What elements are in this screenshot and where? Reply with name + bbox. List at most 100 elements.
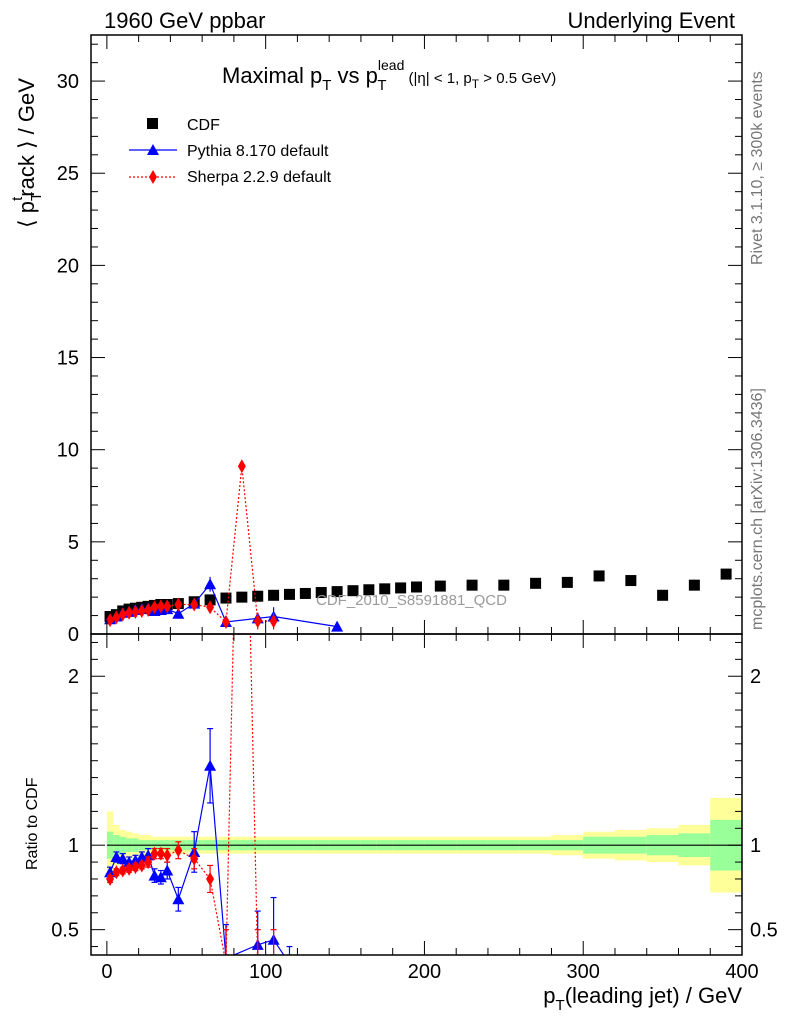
- cdf-main-point: [688, 579, 700, 591]
- main-ytick-label: 0: [68, 624, 79, 646]
- legend-label-pythia: Pythia 8.170 default: [187, 143, 329, 160]
- sherpa-main-point: [125, 605, 134, 620]
- sherpa-ratio-point: [144, 855, 153, 870]
- cdf-main-point: [395, 582, 407, 594]
- cdf-main-point: [434, 580, 446, 592]
- header-right: Underlying Event: [567, 8, 735, 33]
- legend-marker-sherpa: [149, 170, 157, 184]
- xlabel-sub: T: [556, 997, 565, 1014]
- sherpa-main-point: [206, 600, 215, 615]
- title-mid: vs p: [331, 63, 377, 88]
- cdf-main-point: [315, 587, 327, 599]
- xlabel: pT(leading jet) / GeV: [543, 983, 742, 1014]
- pythia-main-point: [172, 607, 185, 619]
- title-prefix: Maximal p: [222, 63, 322, 88]
- sherpa-ratio-point: [131, 860, 140, 875]
- pythia-ratio-point: [172, 893, 185, 905]
- pythia-ratio-point: [116, 852, 129, 864]
- xtick-label: 300: [567, 961, 600, 983]
- legend-label-sherpa: Sherpa 2.2.9 default: [187, 169, 332, 186]
- sherpa-main-point: [150, 600, 159, 615]
- main-ytick-label: 5: [68, 532, 79, 554]
- ratio-ylabel: Ratio to CDF: [24, 777, 41, 870]
- analysis-label: CDF_2010_S8591881_QCD: [316, 592, 507, 609]
- pythia-ratio-point: [154, 871, 167, 883]
- pythia-main-point: [204, 578, 217, 590]
- legend-marker-cdf: [147, 118, 158, 129]
- sherpa-ratio-point: [206, 871, 215, 886]
- ylabel-sup: t: [9, 196, 26, 201]
- sherpa-main-point: [112, 610, 121, 625]
- sherpa-ratio-point: [190, 851, 199, 866]
- legend: CDF Pythia 8.170 default Sherpa 2.2.9 de…: [129, 117, 332, 186]
- sherpa-main-point: [137, 603, 146, 618]
- title-cut-a: (|η| < 1, p: [409, 70, 472, 87]
- sherpa-main-point: [174, 597, 183, 612]
- sherpa-ratio-point: [118, 863, 127, 878]
- title-sub2: T: [377, 77, 386, 94]
- sherpa-main-point: [118, 607, 127, 622]
- main-ylabel: ⟨ pTtrack ⟩ / GeV: [9, 78, 45, 228]
- sherpa-main-point: [269, 614, 278, 629]
- xtick-label: 0: [101, 961, 112, 983]
- ratio-ytick-label-left: 0.5: [51, 920, 79, 942]
- cdf-main-point: [657, 589, 669, 601]
- cdf-main-point: [220, 592, 232, 604]
- cdf-main-point: [411, 581, 422, 593]
- cdf-main-point: [466, 579, 478, 591]
- ylabel-sub: T: [28, 192, 45, 201]
- cdf-main-point: [236, 591, 248, 603]
- sherpa-ratio-point: [150, 846, 159, 861]
- cdf-main-point: [252, 590, 264, 602]
- ratio-ytick-label-right: 1: [750, 835, 761, 857]
- main-ytick-label: 20: [57, 255, 79, 277]
- ratio-frame: [90, 633, 743, 956]
- pythia-ratio-point: [104, 866, 117, 878]
- sherpa-main-point: [221, 615, 230, 630]
- mcplots-label: mcplots.cern.ch [arXiv:1306.3436]: [749, 388, 766, 630]
- sherpa-ratio-point: [106, 871, 115, 886]
- cdf-main-point: [593, 570, 605, 582]
- sherpa-main-point: [156, 599, 165, 614]
- xlabel-rest: (leading jet) / GeV: [565, 983, 743, 1008]
- cdf-main-point: [283, 588, 295, 600]
- cdf-main-point: [625, 575, 637, 587]
- ratio-ytick-label-right: 2: [750, 666, 761, 688]
- cdf-main-point: [530, 577, 542, 589]
- xtick-label: 400: [725, 961, 758, 983]
- title-sub1: T: [322, 77, 331, 94]
- legend-label-cdf: CDF: [187, 117, 220, 134]
- cdf-main-point: [347, 585, 359, 597]
- sherpa-ratio-point: [174, 843, 183, 858]
- main-ytick-label: 25: [57, 163, 79, 185]
- sherpa-main-point: [163, 599, 172, 614]
- pythia-main-point: [331, 620, 344, 632]
- sherpa-ratio-point: [137, 858, 146, 873]
- ratio-ytick-label-left: 1: [68, 835, 79, 857]
- main-panel: 0 5 10 15 20 25 30: [57, 34, 743, 646]
- ratio-panel: 0.5 0.51 12 2 0 100 200 300 400: [51, 247, 778, 983]
- cdf-main-point: [268, 589, 280, 601]
- ratio-ytick-label-left: 2: [68, 666, 79, 688]
- sherpa-main-point: [253, 614, 262, 629]
- sherpa-ratio-point: [156, 846, 165, 861]
- rivet-label: Rivet 3.1.10, ≥ 300k events: [749, 71, 766, 265]
- sherpa-ratio-point: [238, 247, 246, 261]
- sherpa-ratio-point: [125, 861, 134, 876]
- sherpa-main-point: [237, 459, 246, 474]
- ratio-plot-area: [104, 247, 742, 968]
- pythia-ratio-point: [129, 854, 142, 866]
- chart-title: Maximal pT vs plead T (|η| < 1, pT > 0.5 G…: [222, 57, 556, 94]
- sherpa-ratio-point: [163, 848, 172, 863]
- pythia-ratio-point: [283, 957, 295, 968]
- pythia-ratio-point: [204, 759, 217, 771]
- ratio-ytick-label-right: 0.5: [750, 920, 778, 942]
- cdf-main-point: [299, 587, 311, 599]
- xtick-label: 100: [249, 961, 282, 983]
- title-cut-b: > 0.5 GeV): [479, 70, 556, 87]
- ylabel-open: ⟨ p: [14, 201, 39, 228]
- pythia-ratio-point: [161, 864, 174, 876]
- ylabel-rest: rack ⟩ / GeV: [14, 78, 39, 197]
- title-cut-sub: T: [472, 77, 480, 91]
